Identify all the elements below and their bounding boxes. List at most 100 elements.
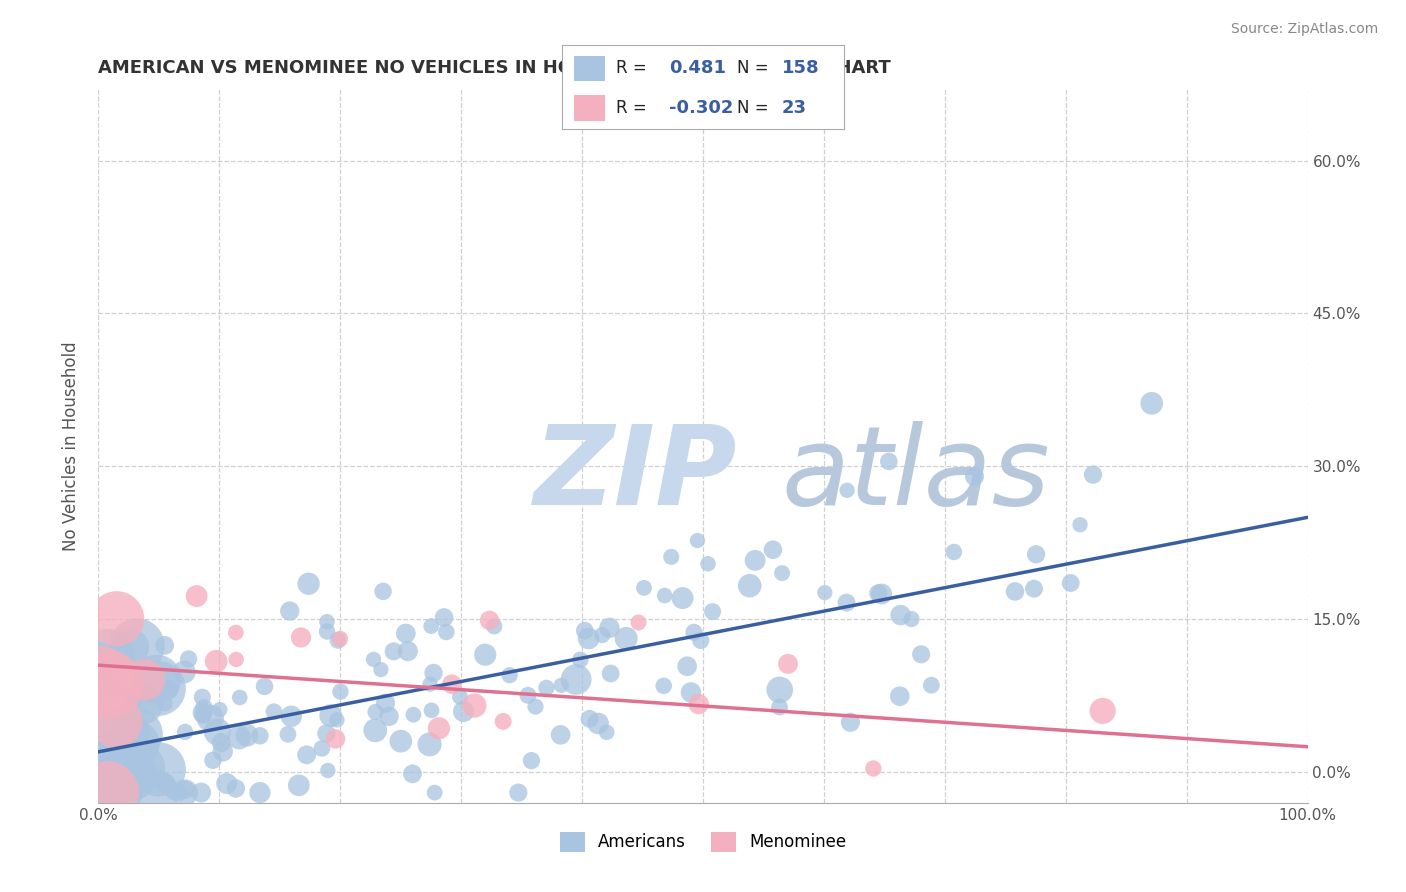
- Point: [868, 586, 890, 600]
- Point: [440, 677, 463, 691]
- Point: [550, 678, 572, 692]
- Point: [492, 714, 515, 729]
- Point: [94, 786, 117, 800]
- Point: [889, 689, 911, 703]
- Point: [688, 697, 710, 711]
- Point: [463, 698, 485, 713]
- Text: N =: N =: [737, 60, 768, 78]
- Point: [434, 624, 457, 639]
- Point: [118, 640, 141, 655]
- Point: [689, 633, 711, 648]
- Point: [191, 690, 214, 705]
- Point: [315, 726, 337, 740]
- Text: N =: N =: [737, 99, 768, 117]
- Point: [209, 735, 232, 749]
- Point: [153, 639, 176, 653]
- Point: [910, 648, 932, 662]
- Point: [679, 685, 702, 699]
- Text: AMERICAN VS MENOMINEE NO VEHICLES IN HOUSEHOLD CORRELATION CHART: AMERICAN VS MENOMINEE NO VEHICLES IN HOU…: [98, 59, 891, 77]
- Point: [100, 715, 122, 730]
- Point: [96, 700, 118, 714]
- Point: [371, 584, 394, 599]
- Point: [207, 724, 229, 739]
- Point: [586, 716, 609, 731]
- Point: [596, 725, 619, 739]
- Point: [148, 763, 170, 777]
- Point: [395, 626, 418, 640]
- Point: [419, 677, 441, 691]
- Point: [169, 786, 191, 800]
- Point: [105, 612, 128, 626]
- Point: [370, 663, 392, 677]
- Point: [173, 786, 195, 800]
- Point: [125, 727, 148, 741]
- Point: [278, 604, 301, 618]
- Text: R =: R =: [616, 99, 647, 117]
- Point: [599, 666, 621, 681]
- Point: [326, 713, 349, 727]
- Point: [190, 785, 212, 799]
- Point: [280, 709, 302, 723]
- Text: 0.481: 0.481: [669, 60, 727, 78]
- Point: [249, 786, 271, 800]
- Point: [236, 728, 259, 742]
- Point: [173, 665, 195, 679]
- FancyBboxPatch shape: [574, 55, 605, 81]
- Point: [776, 657, 799, 671]
- Point: [249, 729, 271, 743]
- Point: [550, 728, 572, 742]
- Point: [686, 533, 709, 548]
- Point: [382, 644, 405, 658]
- Text: Source: ZipAtlas.com: Source: ZipAtlas.com: [1230, 22, 1378, 37]
- Point: [98, 677, 121, 691]
- Point: [153, 697, 176, 711]
- Point: [191, 708, 214, 723]
- Point: [215, 776, 238, 790]
- Point: [963, 469, 986, 483]
- Point: [762, 542, 785, 557]
- Point: [125, 639, 148, 653]
- Point: [697, 557, 720, 571]
- Point: [253, 679, 276, 693]
- Point: [839, 715, 862, 730]
- Point: [148, 681, 170, 696]
- Point: [498, 668, 520, 682]
- Point: [90, 655, 112, 669]
- Point: [101, 772, 124, 786]
- Legend: Americans, Menominee: Americans, Menominee: [553, 825, 853, 859]
- Point: [574, 624, 596, 638]
- Point: [174, 725, 197, 739]
- Point: [900, 612, 922, 626]
- Point: [578, 712, 600, 726]
- Point: [633, 581, 655, 595]
- Text: atlas: atlas: [782, 421, 1050, 528]
- Point: [474, 648, 496, 662]
- Point: [1069, 517, 1091, 532]
- Point: [569, 653, 592, 667]
- Point: [91, 772, 114, 786]
- Point: [942, 545, 965, 559]
- Point: [591, 628, 613, 642]
- Text: ZIP: ZIP: [534, 421, 737, 528]
- Point: [186, 589, 208, 603]
- Point: [225, 625, 247, 640]
- Point: [98, 786, 121, 800]
- Point: [478, 613, 501, 627]
- Point: [108, 694, 131, 708]
- Point: [153, 776, 176, 790]
- Point: [676, 659, 699, 673]
- Point: [671, 591, 693, 606]
- Point: [423, 786, 446, 800]
- Text: 23: 23: [782, 99, 807, 117]
- Point: [193, 701, 215, 715]
- Point: [1004, 584, 1026, 599]
- Point: [145, 785, 167, 799]
- Point: [835, 596, 858, 610]
- Point: [134, 673, 156, 687]
- Point: [422, 665, 444, 680]
- Point: [420, 619, 443, 633]
- Text: 158: 158: [782, 60, 820, 78]
- Point: [211, 744, 233, 758]
- Point: [433, 610, 456, 624]
- Point: [191, 706, 214, 720]
